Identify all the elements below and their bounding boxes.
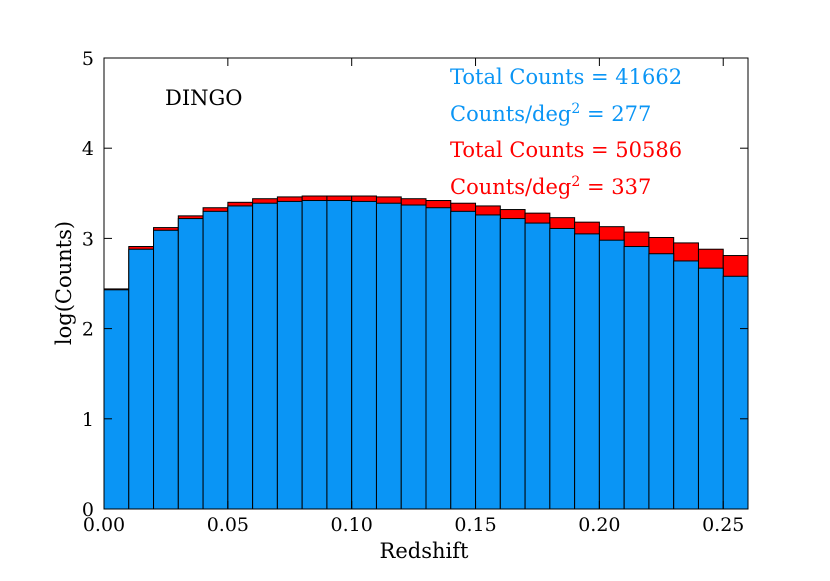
y-tick-label-0: 0: [82, 499, 94, 521]
blue-bar-13: [425, 207, 452, 510]
annotation-counts-per-deg-red: Counts/deg2 = 337: [450, 174, 651, 199]
blue-bar-19: [574, 233, 600, 510]
blue-bar-7: [276, 200, 303, 510]
blue-bar-20: [598, 239, 625, 510]
blue-bar-14: [450, 210, 477, 510]
x-tick-label-3: 0.15: [454, 514, 496, 536]
annotation-total-counts-red: Total Counts = 50586: [450, 138, 682, 162]
blue-bar-6: [252, 202, 278, 510]
blue-bar-1: [128, 248, 155, 510]
blue-bar-5: [227, 205, 254, 510]
blue-bar-18: [549, 227, 576, 510]
blue-bar-12: [400, 204, 427, 510]
blue-bar-15: [475, 214, 501, 510]
y-tick-label-2: 2: [82, 319, 94, 341]
blue-bar-25: [722, 275, 749, 510]
blue-bar-17: [524, 222, 551, 510]
blue-bar-11: [375, 202, 402, 510]
x-tick-label-2: 0.10: [331, 514, 373, 536]
plot-frame: [103, 57, 749, 510]
panel-label-dingo: DINGO: [165, 86, 243, 110]
y-tick-label-1: 1: [82, 409, 94, 431]
blue-bar-9: [326, 200, 353, 510]
blue-bar-0: [103, 289, 130, 510]
x-tick-label-5: 0.25: [702, 514, 744, 536]
blue-bar-8: [301, 200, 328, 510]
blue-bar-24: [697, 267, 724, 510]
x-tick-label-4: 0.20: [578, 514, 620, 536]
x-axis-title: Redshift: [380, 539, 469, 563]
x-tick-label-1: 0.05: [207, 514, 249, 536]
blue-bar-16: [499, 218, 526, 510]
series-blue-bars: [103, 200, 749, 510]
axis-tick-labels: 0.00 0.05 0.10 0.15 0.20 0.25 0 1 2 3 4 5: [82, 48, 744, 536]
blue-bar-21: [623, 246, 650, 510]
blue-bar-3: [177, 218, 204, 510]
annotation-total-counts-blue: Total Counts = 41662: [450, 65, 682, 89]
blue-bar-23: [673, 260, 699, 510]
axis-ticks: [103, 57, 748, 510]
y-tick-label-3: 3: [82, 228, 94, 250]
y-tick-label-5: 5: [82, 48, 94, 70]
y-tick-label-4: 4: [82, 138, 94, 160]
blue-bar-22: [648, 253, 675, 510]
blue-bar-2: [153, 229, 179, 510]
y-axis-title: log(Counts): [52, 221, 76, 345]
blue-bar-4: [202, 210, 229, 510]
blue-bar-10: [351, 200, 377, 510]
x-tick-label-0: 0.00: [83, 514, 125, 536]
annotation-counts-per-deg-blue: Counts/deg2 = 277: [450, 101, 651, 126]
count-annotations: Total Counts = 41662 Counts/deg2 = 277 T…: [450, 65, 682, 199]
